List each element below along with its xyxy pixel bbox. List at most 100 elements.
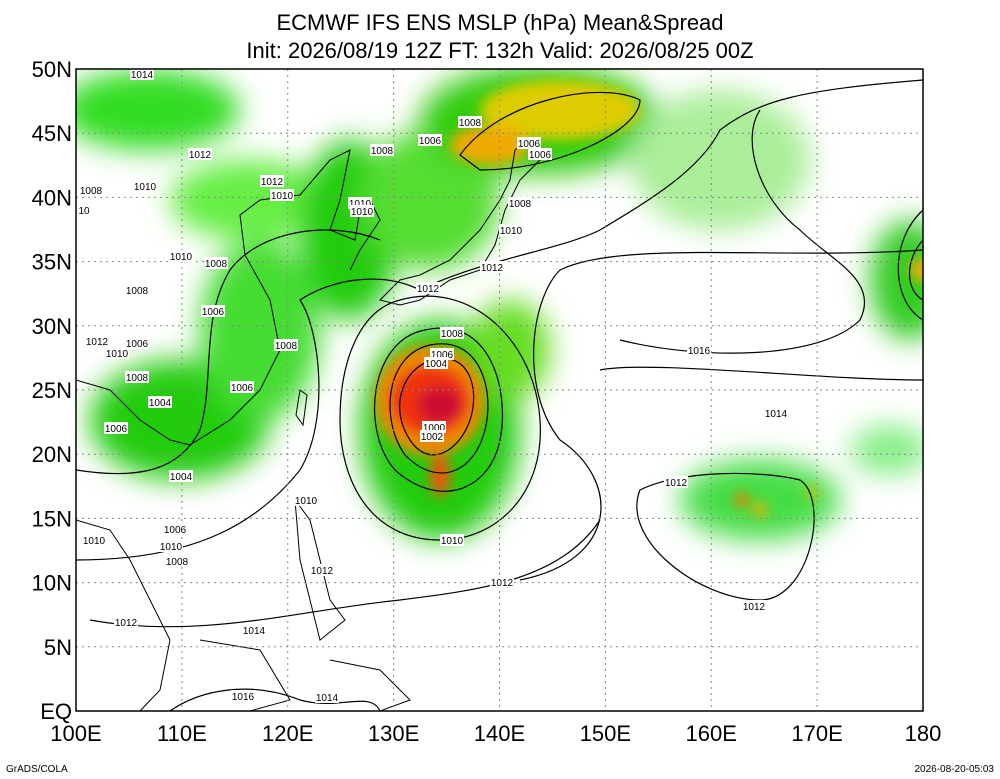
spread-core — [375, 80, 923, 517]
contour-label: 1012 — [311, 566, 334, 577]
contour-label-bg — [169, 250, 193, 262]
contour-label: 1006 — [105, 424, 128, 435]
contour-label-bg — [508, 197, 532, 209]
lon-label: 140E — [474, 721, 525, 746]
contour-label: 1012 — [417, 284, 440, 295]
contour-label-bg — [85, 335, 109, 347]
contour-label: 1006 — [202, 307, 225, 318]
contour-label: 1008 — [126, 373, 149, 384]
subtitle: Init: 2026/08/19 12Z FT: 132h Valid: 202… — [246, 38, 753, 63]
map-frame — [75, 68, 924, 712]
contour-label-bg — [242, 624, 266, 636]
contour-label: 1008 — [509, 199, 532, 210]
contour-label: 1006 — [126, 339, 149, 350]
contour-label-bg — [424, 357, 448, 369]
contour-label: 1008 — [205, 259, 228, 270]
lon-label: 100E — [50, 721, 101, 746]
contour-label-bg — [133, 180, 157, 192]
lon-label: 130E — [368, 721, 419, 746]
contour-label-bg — [416, 282, 440, 294]
contour-label-bg — [270, 189, 294, 201]
contour-label-bg — [418, 134, 442, 146]
contour-label: 1010 — [271, 191, 294, 202]
contour-label: 1006 — [164, 525, 187, 536]
contour-label: 1014 — [131, 70, 154, 81]
map-area: 1014 1012 1010 1008 10 1012 1010 1008 1006 1008 10… — [76, 69, 923, 711]
contour-label-bg — [159, 540, 183, 552]
contour-label-bg — [294, 494, 318, 506]
contour-label-bg — [231, 690, 255, 702]
lat-label: 10N — [32, 571, 72, 596]
contour-label: 1006 — [529, 150, 552, 161]
lon-label: 170E — [791, 721, 842, 746]
contour-label: 1016 — [232, 692, 255, 703]
contour-label: 1006 — [518, 139, 541, 150]
contour-label: 1012 — [115, 618, 138, 629]
contour-label-bg — [742, 600, 766, 612]
contour-label: 1014 — [243, 626, 266, 637]
contour-label: 1008 — [275, 341, 298, 352]
contour-label-bg — [130, 69, 154, 80]
lon-label: 120E — [262, 721, 313, 746]
contour-label: 1012 — [491, 578, 514, 589]
contour-label: 1010 — [134, 182, 157, 193]
contour-label: 1004 — [149, 398, 172, 409]
contour-label-bg — [163, 523, 187, 535]
contour-label: 10 — [78, 206, 90, 217]
graticule — [76, 69, 923, 711]
contour-label: 1008 — [166, 557, 189, 568]
contour-label: 1012 — [189, 150, 212, 161]
contour-label: 1016 — [688, 346, 711, 357]
lat-label: EQ — [40, 699, 72, 724]
contour-label: 1000 — [423, 423, 446, 434]
contour-label: 1006 — [431, 350, 454, 361]
contour-label-bg — [148, 396, 172, 408]
contour-label-bg — [480, 261, 504, 273]
contour-label: 1010 — [351, 207, 374, 218]
contour-label: 1012 — [481, 263, 504, 274]
lon-label: 150E — [580, 721, 631, 746]
contour-label-bg — [440, 534, 464, 546]
contour-label-bg — [125, 371, 149, 383]
contour-label: 1008 — [80, 186, 103, 197]
contour-label-bg — [490, 576, 514, 588]
contour-label: 1004 — [170, 472, 193, 483]
contour-label-bg — [125, 284, 149, 296]
contour-label: 1010 — [441, 536, 464, 547]
contour-label-bg — [114, 616, 138, 628]
contour-label-bg — [315, 691, 339, 703]
contour-label: 1008 — [441, 329, 464, 340]
contour-label-bg — [76, 204, 96, 216]
contour-label: 1008 — [126, 286, 149, 297]
contour-label: 1004 — [425, 359, 448, 370]
lat-label: 25N — [32, 378, 72, 403]
contour-label-bg — [82, 534, 106, 546]
contour-label-bg — [458, 116, 482, 128]
contour-label: 1010 — [106, 349, 129, 360]
contour-label-bg — [764, 407, 788, 419]
contour-label: 1006 — [231, 383, 254, 394]
contour-label: 1010 — [349, 199, 372, 210]
contour-label-bg — [169, 470, 193, 482]
contour-label-bg — [370, 144, 394, 156]
lat-label: 35N — [32, 250, 72, 275]
lat-label: 20N — [32, 442, 72, 467]
contour-label-bg — [274, 339, 298, 351]
contour-labels: 1014 1012 1010 1008 10 1012 1010 1008 1006 1008 10… — [76, 69, 788, 704]
contour-label: 1010 — [500, 226, 523, 237]
contour-label-bg — [125, 337, 149, 349]
contour-label: 1010 — [295, 496, 318, 507]
contour-label-bg — [350, 205, 374, 217]
contour-label: 1008 — [459, 118, 482, 129]
footer-right: 2026-08-20-05:03 — [914, 764, 994, 775]
contour-label: 1010 — [83, 536, 106, 547]
contour-label: 1014 — [316, 693, 339, 704]
lon-label: 110E — [157, 721, 207, 746]
contour-label-bg — [499, 224, 523, 236]
contour-label: 1014 — [765, 409, 788, 420]
contour-label-bg — [517, 137, 541, 149]
lat-label: 15N — [32, 506, 72, 531]
contour-label-bg — [165, 555, 189, 567]
